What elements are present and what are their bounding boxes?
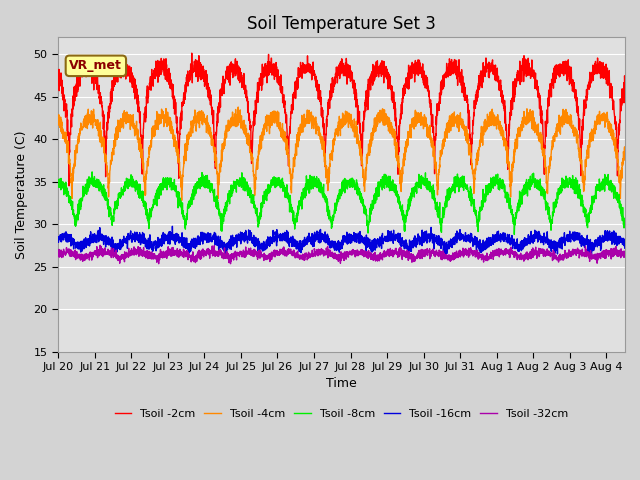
- Tsoil -2cm: [54, 78, 62, 84]
- Tsoil -8cm: [511, 231, 518, 237]
- Tsoil -4cm: [178, 197, 186, 203]
- Tsoil -4cm: [232, 112, 239, 118]
- Tsoil -4cm: [421, 120, 429, 125]
- Tsoil -16cm: [180, 241, 188, 247]
- X-axis label: Time: Time: [326, 377, 356, 391]
- Tsoil -4cm: [54, 122, 62, 128]
- Tsoil -2cm: [568, 83, 576, 89]
- Tsoil -2cm: [65, 183, 73, 189]
- Tsoil -16cm: [421, 234, 429, 240]
- Tsoil -16cm: [168, 223, 176, 229]
- Tsoil -2cm: [180, 98, 188, 104]
- Tsoil -2cm: [188, 50, 196, 56]
- Tsoil -32cm: [54, 249, 62, 254]
- Tsoil -32cm: [568, 250, 576, 256]
- Y-axis label: Soil Temperature (C): Soil Temperature (C): [15, 130, 28, 259]
- Tsoil -32cm: [227, 261, 234, 266]
- Tsoil -4cm: [180, 161, 188, 167]
- Tsoil -32cm: [621, 251, 628, 256]
- Tsoil -32cm: [421, 253, 429, 259]
- Tsoil -8cm: [421, 178, 429, 183]
- Tsoil -8cm: [605, 181, 613, 187]
- Tsoil -32cm: [429, 249, 436, 254]
- Tsoil -2cm: [605, 81, 613, 86]
- Tsoil -8cm: [232, 182, 239, 188]
- Tsoil -4cm: [568, 124, 576, 130]
- Tsoil -16cm: [568, 235, 575, 240]
- Tsoil -4cm: [621, 154, 628, 160]
- Tsoil -4cm: [605, 119, 613, 124]
- Line: Tsoil -2cm: Tsoil -2cm: [58, 53, 625, 186]
- Tsoil -32cm: [605, 248, 613, 253]
- Tsoil -32cm: [232, 252, 239, 257]
- Tsoil -2cm: [232, 56, 239, 62]
- Tsoil -8cm: [180, 216, 188, 222]
- Tsoil -4cm: [429, 138, 436, 144]
- Tsoil -4cm: [234, 104, 242, 110]
- Tsoil -16cm: [605, 235, 613, 240]
- Tsoil -8cm: [54, 182, 62, 188]
- Text: VR_met: VR_met: [69, 60, 122, 72]
- Title: Soil Temperature Set 3: Soil Temperature Set 3: [247, 15, 436, 33]
- Tsoil -2cm: [421, 73, 429, 79]
- Line: Tsoil -4cm: Tsoil -4cm: [58, 107, 625, 200]
- Tsoil -32cm: [180, 252, 188, 258]
- Legend: Tsoil -2cm, Tsoil -4cm, Tsoil -8cm, Tsoil -16cm, Tsoil -32cm: Tsoil -2cm, Tsoil -4cm, Tsoil -8cm, Tsoi…: [110, 404, 573, 423]
- Tsoil -32cm: [96, 242, 104, 248]
- Tsoil -16cm: [429, 240, 436, 246]
- Line: Tsoil -32cm: Tsoil -32cm: [58, 245, 625, 264]
- Tsoil -16cm: [232, 237, 239, 243]
- Line: Tsoil -8cm: Tsoil -8cm: [58, 172, 625, 234]
- Tsoil -8cm: [88, 169, 96, 175]
- Tsoil -2cm: [621, 80, 628, 86]
- Tsoil -16cm: [54, 234, 62, 240]
- Tsoil -8cm: [621, 222, 628, 228]
- Tsoil -8cm: [429, 186, 436, 192]
- Tsoil -2cm: [429, 119, 436, 124]
- Line: Tsoil -16cm: Tsoil -16cm: [58, 226, 625, 256]
- Tsoil -16cm: [621, 245, 628, 251]
- Tsoil -16cm: [588, 253, 595, 259]
- Tsoil -8cm: [568, 181, 576, 187]
